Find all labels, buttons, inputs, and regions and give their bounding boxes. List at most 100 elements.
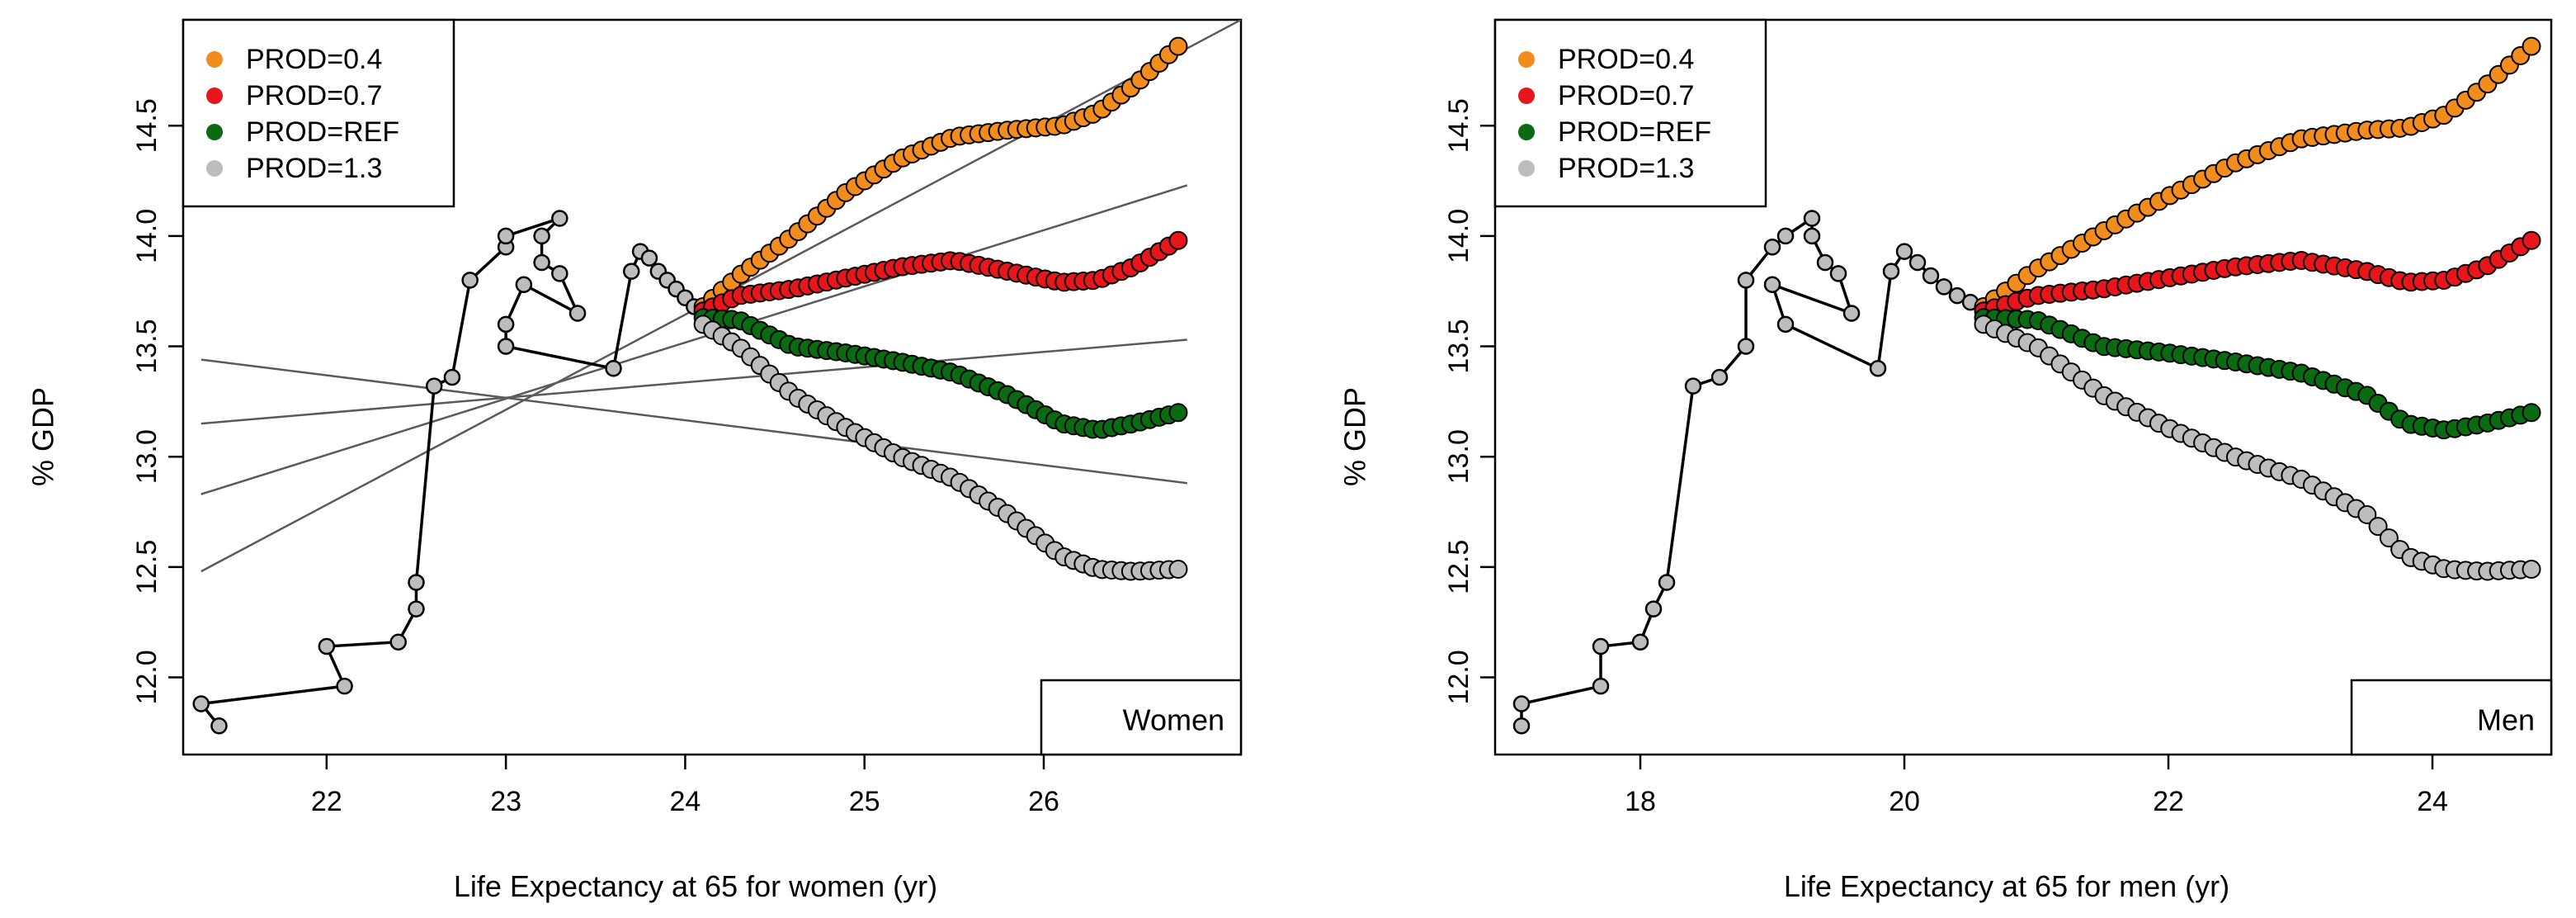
plot-area	[192, 20, 1241, 735]
chart-panel-women: 22 23 24 25 26 12.0 12.5 13.0 13.5 14.0 14.5 Life E…	[26, 18, 1243, 903]
legend: PROD=0.4 PROD=0.7 PROD=REF PROD=1.3	[1493, 18, 1767, 208]
history-point	[1948, 286, 1966, 305]
history-point	[336, 677, 353, 695]
history-point	[1829, 265, 1847, 282]
history-point	[1776, 227, 1795, 245]
x-tick-label: 22	[311, 786, 342, 817]
history-point	[551, 265, 569, 282]
legend-marker	[206, 124, 223, 140]
y-tick-label: 14.0	[1443, 209, 1474, 263]
trend-line	[201, 184, 1188, 495]
x-axis-title: Life Expectancy at 65 for women (yr)	[454, 869, 937, 903]
panel-label: Women	[1123, 703, 1224, 737]
history-point	[569, 305, 587, 322]
y-tick-label: 13.0	[131, 429, 163, 484]
history-point	[1816, 253, 1834, 272]
history-point	[605, 360, 622, 377]
legend-label: PROD=REF	[1558, 116, 1711, 148]
chart-panel-men: 18 20 22 24 12.0 12.5 13.0 13.5 14.0 14.5 Life Exp…	[1338, 18, 2553, 903]
series-point	[1168, 230, 1188, 250]
legend-marker	[206, 51, 223, 68]
history-point	[1776, 315, 1795, 334]
history-point	[318, 637, 336, 655]
x-tick-label: 22	[2153, 786, 2184, 817]
trend-line	[201, 358, 1187, 485]
y-tick-label: 13.0	[1443, 429, 1474, 484]
legend-label: PROD=0.4	[246, 44, 382, 75]
legend-marker	[1518, 124, 1535, 140]
x-tick-label: 25	[849, 786, 880, 817]
history-point	[1908, 253, 1927, 272]
legend-label: PROD=1.3	[246, 153, 382, 184]
history-point	[1803, 227, 1821, 245]
series-prod-0-7	[1974, 230, 2541, 321]
history-point	[1763, 276, 1781, 293]
legend: PROD=0.4 PROD=0.7 PROD=REF PROD=1.3	[182, 18, 455, 208]
history-line	[198, 216, 705, 727]
history-point	[622, 263, 640, 280]
series-prod-ref	[1974, 308, 2541, 440]
legend-marker	[1518, 88, 1535, 104]
history-point	[1644, 600, 1663, 618]
history-line	[1520, 215, 1984, 726]
series-point	[2357, 505, 2377, 525]
y-tick-label: 12.0	[1443, 650, 1474, 704]
history-point	[1592, 677, 1610, 695]
y-tick-label: 12.5	[1443, 540, 1474, 594]
series-point	[1168, 36, 1188, 56]
x-tick-label: 18	[1625, 786, 1656, 817]
history-point	[408, 574, 425, 591]
legend-box	[182, 18, 455, 208]
panel-label-box	[2350, 679, 2553, 756]
history-point	[1763, 239, 1781, 256]
series-point	[2522, 559, 2541, 579]
legend-label: PROD=0.4	[1558, 44, 1694, 75]
history-point	[1684, 377, 1702, 395]
history-point	[210, 717, 228, 735]
legend-marker	[1518, 160, 1535, 177]
history-point	[640, 249, 658, 267]
history-point	[533, 253, 550, 272]
history-point	[1512, 717, 1531, 735]
y-tick-label: 14.5	[131, 98, 163, 153]
y-axis-title: % GDP	[1338, 387, 1372, 486]
history-point	[1737, 272, 1755, 289]
x-tick-label: 24	[2417, 786, 2448, 817]
history-point	[1631, 633, 1649, 651]
history-point	[1895, 243, 1913, 260]
legend-label: PROD=0.7	[246, 80, 382, 111]
series-prod-0-4	[1974, 36, 2541, 316]
series-prod-1-3	[1974, 315, 2541, 581]
history-point	[389, 633, 407, 651]
series-prod-ref	[693, 308, 1188, 439]
trend-line	[201, 338, 1187, 425]
legend-marker	[206, 160, 223, 177]
legend-marker	[206, 88, 223, 104]
legend-label: PROD=0.7	[1558, 80, 1694, 111]
x-tick-label: 20	[1889, 786, 1920, 817]
legend-box	[1493, 18, 1767, 208]
y-axis-title: % GDP	[26, 387, 60, 486]
legend-marker	[1518, 51, 1535, 68]
series-point	[2522, 230, 2541, 250]
history-point	[1882, 263, 1900, 280]
series-point	[2522, 36, 2541, 56]
legend-label: PROD=1.3	[1558, 153, 1694, 184]
history-point	[443, 368, 461, 386]
history-point	[497, 338, 515, 355]
panel-label: Men	[2477, 703, 2535, 737]
series-prod-0-7	[693, 230, 1188, 321]
history-point	[1803, 210, 1821, 227]
legend-label: PROD=REF	[246, 116, 399, 148]
history-point	[408, 600, 425, 618]
y-tick-label: 12.0	[131, 650, 163, 704]
series-point	[1168, 559, 1188, 579]
plot-frame	[182, 18, 1243, 756]
history-point	[1512, 695, 1531, 712]
history-point	[515, 276, 533, 293]
history-point	[533, 227, 550, 245]
x-axis-title: Life Expectancy at 65 for men (yr)	[1784, 869, 2229, 903]
plot-frame	[1493, 18, 2553, 756]
history-point	[1592, 637, 1610, 655]
